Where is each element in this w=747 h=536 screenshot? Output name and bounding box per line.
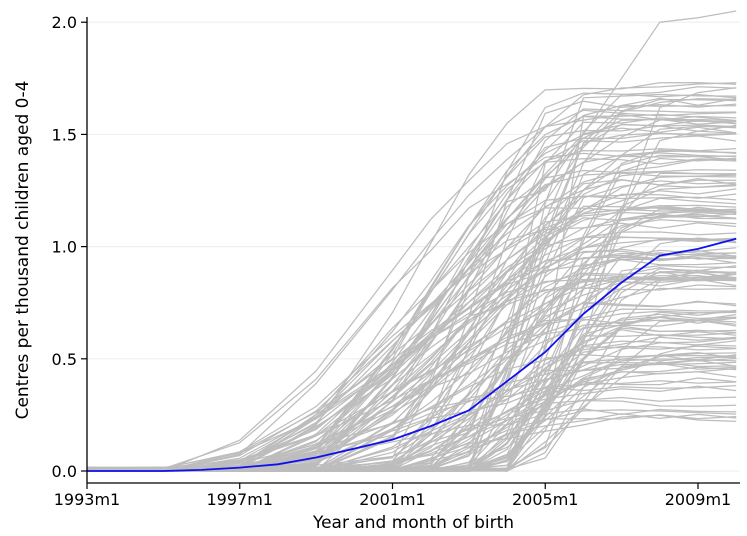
highest-series-line: [87, 10, 737, 472]
y-tick-label: 1.0: [52, 238, 77, 257]
axes: [86, 17, 740, 484]
individual-series-line: [86, 125, 737, 472]
x-tick-label: 2009m1: [665, 490, 731, 509]
individual-series-line: [86, 204, 737, 472]
ticks: 0.0 0.5 1.0 1.5 2.0 1993m1 1997m1 2001m1 2005m1 2…: [52, 13, 732, 509]
individual-series-line: [86, 270, 737, 472]
x-axis-label: Year and month of birth: [312, 513, 514, 533]
individual-series-line: [86, 183, 737, 472]
individual-series-line: [86, 197, 737, 472]
y-tick-label: 0.5: [52, 350, 77, 369]
y-tick-label: 0.0: [52, 462, 77, 481]
mean-series-line: [87, 237, 737, 472]
individual-series-line: [86, 208, 737, 472]
individual-lines: [86, 10, 737, 472]
individual-series-line: [87, 185, 737, 472]
individual-series-line: [87, 123, 737, 472]
individual-series-line: [86, 126, 737, 472]
x-tick-label: 2005m1: [512, 490, 578, 509]
individual-series-line: [86, 271, 737, 472]
individual-series-line: [87, 384, 737, 472]
individual-series-line: [86, 152, 737, 472]
individual-series-line: [87, 109, 737, 472]
y-tick-label: 2.0: [52, 13, 77, 32]
mean-series: [87, 237, 737, 472]
x-tick-label: 2001m1: [359, 490, 425, 509]
individual-series-line: [86, 351, 737, 472]
individual-series-line: [86, 301, 737, 472]
individual-series-line: [86, 308, 737, 472]
individual-series-line: [86, 208, 737, 472]
individual-series-line: [87, 113, 737, 472]
individual-series-line: [86, 287, 737, 472]
x-tick-label: 1997m1: [207, 490, 273, 509]
y-axis-label: Centres per thousand children aged 0-4: [13, 81, 33, 420]
individual-series-line: [86, 275, 737, 470]
x-tick-label: 1993m1: [54, 490, 120, 509]
individual-series-line: [86, 249, 737, 472]
y-tick-label: 1.5: [52, 125, 77, 144]
individual-series-line: [87, 124, 737, 472]
